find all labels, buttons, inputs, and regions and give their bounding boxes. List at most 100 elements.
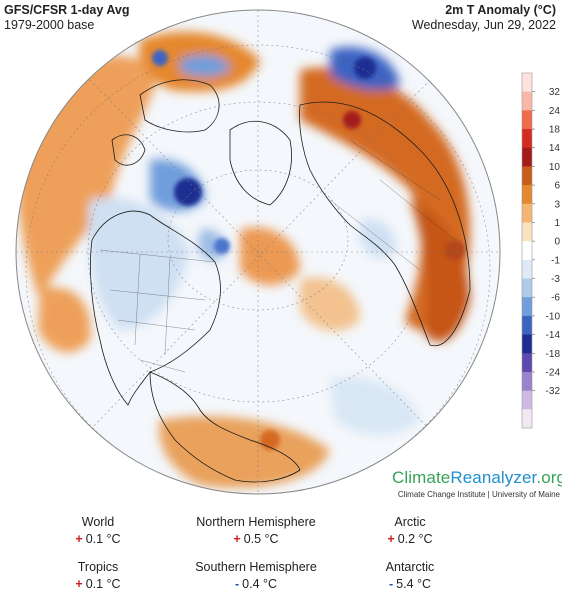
stat-value: 0.2 °C (397, 532, 433, 546)
legend-tick-label: -10 (546, 311, 561, 322)
legend-tick-label: -1 (551, 255, 560, 266)
legend-swatch (522, 241, 532, 261)
border-asia-2 (379, 179, 456, 241)
legend-swatch (522, 203, 532, 223)
cold-core-hudson (214, 238, 230, 254)
coastline-greenland (229, 121, 292, 206)
legend-swatch (522, 334, 532, 354)
legend-swatch (522, 297, 532, 317)
graticule-meridian-45 (89, 79, 431, 431)
cold-core-chukchi (152, 50, 168, 66)
cold-core-kara (354, 57, 376, 79)
legend-tick-label: -24 (546, 367, 561, 378)
legend-tick-label: 6 (554, 181, 560, 192)
warm-north-atlantic (240, 227, 300, 285)
legend-tick-label: 1 (554, 218, 560, 229)
legend-swatch (522, 147, 532, 167)
stat-sign: - (234, 577, 240, 591)
legend-swatch (522, 409, 532, 429)
political-borders (99, 139, 456, 373)
stat-value: 5.4 °C (396, 577, 432, 591)
coastlines (90, 79, 471, 483)
stat-label: World (81, 515, 115, 529)
map-title: GFS/CFSR 1-day Avg (4, 3, 130, 17)
legend-swatch (522, 371, 532, 392)
map-date: Wednesday, Jun 29, 2022 (411, 18, 556, 32)
cool-scandinavia (360, 219, 396, 258)
legend-tick-label: 24 (549, 106, 561, 117)
legend-tick-label: 3 (554, 199, 560, 210)
legend-swatch (522, 129, 532, 149)
coastline-alaska (111, 134, 146, 166)
stat-label: Antarctic (385, 560, 435, 574)
legend-tick-label: -14 (546, 330, 561, 341)
climate-reanalyzer-logo: ClimateReanalyzer.org Climate Change Ins… (392, 468, 562, 500)
stat-southern-hemisphere: Southern Hemisphere -0.4 °C (176, 559, 336, 593)
cold-core-canada (174, 178, 202, 206)
graticule (16, 10, 500, 494)
legend-swatch (522, 278, 532, 298)
legend-swatch (522, 73, 532, 93)
legend-swatch (522, 353, 532, 373)
legend-tick-label: 0 (554, 237, 560, 248)
hot-core-asia (445, 240, 465, 260)
stat-sign: + (387, 532, 395, 546)
legend-tick-label: -6 (551, 293, 560, 304)
border-states-3 (134, 254, 141, 346)
border-states-1 (109, 289, 206, 301)
logo-reanalyzer: Reanalyzer (450, 468, 537, 487)
border-asia-1 (349, 139, 441, 201)
anomaly-patches-strong (152, 50, 465, 450)
stat-label: Southern Hemisphere (195, 560, 317, 574)
stat-label: Arctic (394, 515, 426, 529)
base-period: 1979-2000 base (4, 18, 95, 32)
legend-frame (521, 72, 533, 429)
warm-pacific-east (38, 287, 91, 353)
stat-sign: + (233, 532, 241, 546)
header-left: GFS/CFSR 1-day Avg 1979-2000 base (4, 3, 129, 33)
warm-central-asia (410, 200, 470, 342)
legend-swatch (522, 315, 532, 335)
coastline-north-america (90, 210, 221, 406)
logo-org: .org (536, 468, 562, 487)
stat-value: 0.1 °C (85, 577, 121, 591)
border-states-4 (164, 257, 171, 356)
border-states-2 (117, 319, 196, 331)
stat-sign: - (388, 577, 394, 591)
legend-swatch (522, 185, 532, 205)
warm-atlantic-east (300, 277, 360, 331)
stat-world: World +0.1 °C (48, 514, 148, 548)
legend-swatch (522, 91, 532, 111)
globe-outline (15, 9, 501, 495)
legend-tick-label: 10 (549, 162, 561, 173)
logo-climate: Climate (392, 468, 451, 487)
coastline-central-south-america (149, 371, 301, 483)
legend-tick-label: 32 (549, 87, 561, 98)
stat-tropics: Tropics +0.1 °C (48, 559, 148, 593)
stat-label: Tropics (77, 560, 119, 574)
stat-label: Northern Hemisphere (196, 515, 316, 529)
variable-title: 2m T Anomaly (°C) (445, 3, 556, 17)
header-right: 2m T Anomaly (°C) Wednesday, Jun 29, 202… (412, 3, 556, 33)
stat-value: 0.4 °C (242, 577, 278, 591)
stat-antarctic: Antarctic -5.4 °C (360, 559, 460, 593)
legend-swatch (522, 390, 532, 410)
warm-south-america (159, 416, 330, 488)
cool-tropical-atlantic (330, 377, 420, 435)
coastline-arctic-islands (139, 79, 220, 133)
stat-sign: + (75, 577, 83, 591)
graticule-lat-30 (87, 101, 429, 403)
legend-swatch (522, 110, 532, 130)
cold-chukchi (180, 54, 230, 77)
border-asia-3 (329, 199, 421, 271)
border-us-canada (99, 249, 216, 263)
legend-swatch (522, 259, 532, 279)
logo-affiliation: Climate Change Institute | University of… (397, 490, 560, 499)
border-us-mexico (139, 359, 186, 373)
stat-arctic: Arctic +0.2 °C (360, 514, 460, 548)
legend-tick-label: 18 (549, 125, 561, 136)
legend-tick-label: -3 (551, 274, 560, 285)
legend-tick-label: 14 (549, 143, 561, 154)
